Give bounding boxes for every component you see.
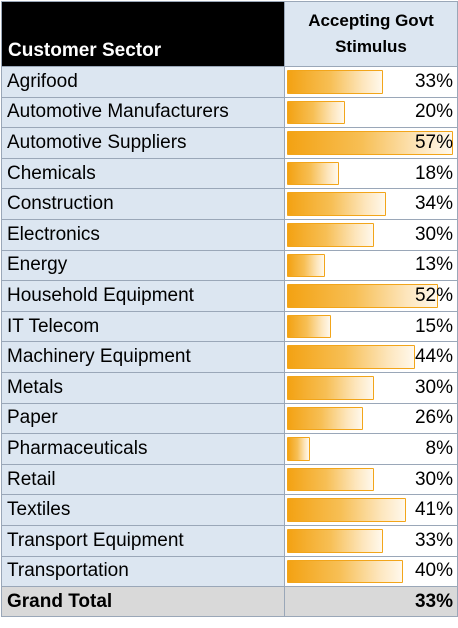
- grand-total-value-cell[interactable]: 33%: [284, 586, 458, 618]
- stimulus-value-cell[interactable]: 33%: [284, 524, 458, 557]
- data-bar: [287, 559, 403, 584]
- sector-cell[interactable]: Electronics: [1, 218, 285, 251]
- sector-cell[interactable]: Paper: [1, 402, 285, 435]
- sector-cell[interactable]: Machinery Equipment: [1, 341, 285, 373]
- sector-cell[interactable]: Agrifood: [1, 66, 285, 98]
- sector-cell[interactable]: Chemicals: [1, 157, 285, 190]
- data-bar: [287, 70, 383, 94]
- stimulus-value-cell[interactable]: 57%: [284, 127, 458, 159]
- stimulus-value: 57%: [414, 131, 453, 153]
- stimulus-value-cell[interactable]: 26%: [284, 402, 458, 435]
- stimulus-value-cell[interactable]: 30%: [284, 463, 458, 496]
- data-bar: [287, 131, 453, 155]
- table-row: IT Telecom 15%: [1, 310, 458, 343]
- stimulus-value: 20%: [414, 101, 453, 123]
- data-bar: [287, 498, 406, 522]
- sector-cell[interactable]: Construction: [1, 188, 285, 220]
- data-bar: [287, 467, 374, 492]
- data-bar: [287, 161, 339, 186]
- stimulus-value: 8%: [425, 437, 453, 459]
- table-row: Electronics 30%: [1, 218, 458, 251]
- stimulus-value-cell[interactable]: 18%: [284, 157, 458, 190]
- data-bar: [287, 284, 438, 308]
- stimulus-value-cell[interactable]: 30%: [284, 371, 458, 404]
- sector-cell[interactable]: Household Equipment: [1, 280, 285, 312]
- table-row: Textiles 41%: [1, 494, 458, 526]
- data-bar: [287, 345, 415, 369]
- stimulus-value: 52%: [414, 284, 453, 306]
- stimulus-value: 13%: [414, 254, 453, 276]
- stimulus-value: 30%: [414, 468, 453, 490]
- table-row: Paper 26%: [1, 402, 458, 435]
- stimulus-value: 41%: [414, 499, 453, 521]
- stimulus-value: 26%: [414, 407, 453, 429]
- table-row: Construction 34%: [1, 188, 458, 220]
- stimulus-value-cell[interactable]: 30%: [284, 218, 458, 251]
- data-bar: [287, 100, 345, 125]
- table-row: Chemicals 18%: [1, 157, 458, 190]
- stimulus-value-cell[interactable]: 34%: [284, 188, 458, 220]
- grand-total-label[interactable]: Grand Total: [1, 586, 285, 618]
- table-row: Machinery Equipment 44%: [1, 341, 458, 373]
- column-header-stimulus[interactable]: Accepting Govt Stimulus: [284, 1, 458, 67]
- grand-total-row: Grand Total 33%: [1, 586, 458, 618]
- data-bar: [287, 528, 383, 553]
- data-bar: [287, 253, 325, 278]
- stimulus-value: 15%: [414, 315, 453, 337]
- header-line-2: Stimulus: [335, 37, 407, 56]
- data-bar: [287, 222, 374, 247]
- table-row: Retail 30%: [1, 463, 458, 496]
- table-row: Automotive Suppliers 57%: [1, 127, 458, 159]
- column-header-sector[interactable]: Customer Sector: [1, 1, 285, 67]
- sector-cell[interactable]: Retail: [1, 463, 285, 496]
- table-row: Energy 13%: [1, 249, 458, 282]
- table-body: Agrifood 33% Automotive Manufacturers 20% Au…: [1, 66, 458, 588]
- sector-cell[interactable]: Textiles: [1, 494, 285, 526]
- stimulus-value-cell[interactable]: 15%: [284, 310, 458, 343]
- table-row: Transportation 40%: [1, 555, 458, 588]
- sector-cell[interactable]: IT Telecom: [1, 310, 285, 343]
- stimulus-value-cell[interactable]: 13%: [284, 249, 458, 282]
- sector-cell[interactable]: Transport Equipment: [1, 524, 285, 557]
- stimulus-value: 33%: [414, 70, 453, 92]
- sector-cell[interactable]: Metals: [1, 371, 285, 404]
- sector-cell[interactable]: Automotive Suppliers: [1, 127, 285, 159]
- stimulus-value-cell[interactable]: 52%: [284, 280, 458, 312]
- stimulus-value-cell[interactable]: 20%: [284, 96, 458, 129]
- stimulus-value: 33%: [414, 529, 453, 551]
- data-bar: [287, 375, 374, 400]
- grand-total-value: 33%: [414, 590, 453, 612]
- table-row: Transport Equipment 33%: [1, 524, 458, 557]
- sector-cell[interactable]: Transportation: [1, 555, 285, 588]
- stimulus-value-cell[interactable]: 33%: [284, 66, 458, 98]
- table-row: Metals 30%: [1, 371, 458, 404]
- sector-cell[interactable]: Pharmaceuticals: [1, 433, 285, 465]
- stimulus-value: 44%: [414, 346, 453, 368]
- stimulus-value: 30%: [414, 376, 453, 398]
- data-bar: [287, 192, 386, 216]
- sector-cell[interactable]: Automotive Manufacturers: [1, 96, 285, 129]
- header-line-1: Accepting Govt: [308, 11, 434, 30]
- table-row: Pharmaceuticals 8%: [1, 433, 458, 465]
- table-row: Household Equipment 52%: [1, 280, 458, 312]
- table-row: Agrifood 33%: [1, 66, 458, 98]
- data-bar: [287, 314, 331, 339]
- stimulus-value: 18%: [414, 162, 453, 184]
- table-row: Automotive Manufacturers 20%: [1, 96, 458, 129]
- stimulus-value-cell[interactable]: 40%: [284, 555, 458, 588]
- stimulus-value-cell[interactable]: 8%: [284, 433, 458, 465]
- stimulus-value-cell[interactable]: 44%: [284, 341, 458, 373]
- stimulus-value: 34%: [414, 193, 453, 215]
- header-row: Customer Sector Accepting Govt Stimulus: [1, 1, 458, 67]
- data-bar: [287, 406, 363, 431]
- sector-cell[interactable]: Energy: [1, 249, 285, 282]
- stimulus-value: 40%: [414, 560, 453, 582]
- data-bar: [287, 437, 310, 461]
- stimulus-value: 30%: [414, 223, 453, 245]
- stimulus-value-cell[interactable]: 41%: [284, 494, 458, 526]
